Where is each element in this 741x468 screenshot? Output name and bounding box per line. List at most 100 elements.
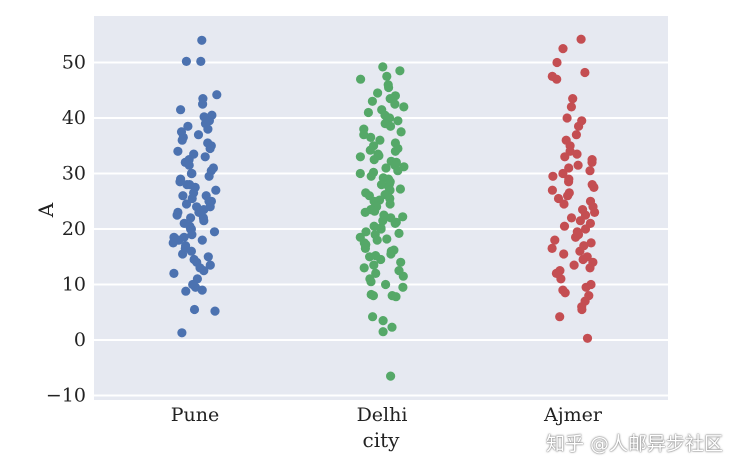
data-point-ajmer [586,238,596,248]
data-point-pune [181,286,191,296]
data-point-ajmer [563,191,573,201]
data-point-pune [176,105,186,115]
data-point-delhi [366,132,376,142]
data-point-delhi [376,224,386,234]
data-point-delhi [398,212,408,222]
data-point-ajmer [558,168,568,179]
data-point-delhi [363,107,373,118]
data-points [168,34,600,381]
data-point-ajmer [578,254,588,265]
data-point-delhi [396,257,406,267]
data-point-ajmer [550,235,560,245]
data-point-ajmer [571,130,582,140]
data-point-ajmer [568,94,578,104]
data-point-ajmer [560,288,570,298]
data-point-ajmer [585,166,595,176]
data-point-delhi [376,180,387,190]
data-point-ajmer [555,312,565,322]
data-point-delhi [381,163,391,173]
data-point-ajmer [556,274,566,284]
x-tick-labels: Pune Delhi Ajmer [171,404,603,426]
data-point-delhi [367,96,377,106]
data-point-delhi [375,135,385,145]
data-point-ajmer [582,333,593,343]
data-point-delhi [365,252,375,262]
data-point-delhi [382,234,392,244]
watermark: 知乎 @人邮异步社区 [545,433,723,455]
data-point-pune [204,171,214,181]
data-point-delhi [369,221,379,231]
data-point-pune [211,185,221,195]
data-point-pune [172,210,182,220]
data-point-ajmer [575,246,585,256]
data-point-delhi [368,291,378,301]
data-point-pune [199,266,209,276]
data-point-pune [200,152,210,162]
data-point-ajmer [589,182,599,192]
data-point-delhi [366,171,376,181]
data-point-delhi [395,184,405,194]
data-point-delhi [382,71,392,81]
data-point-pune [181,199,192,209]
data-point-pune [203,124,213,134]
x-axis-title: city [363,428,401,452]
data-point-delhi [390,99,400,109]
data-point-pune [177,135,187,145]
data-point-pune [197,235,207,245]
data-point-delhi [356,74,366,84]
data-point-ajmer [571,232,581,242]
data-point-delhi [381,279,391,290]
data-point-ajmer [580,67,590,78]
data-point-pune [187,193,197,204]
data-point-ajmer [590,207,600,217]
data-point-delhi [390,146,400,156]
data-point-delhi [393,116,403,126]
y-tick-label: 40 [62,107,86,129]
y-axis-title: A [34,202,58,218]
data-point-pune [198,99,208,109]
data-point-delhi [359,263,369,273]
x-tick-label: Pune [171,404,220,426]
x-tick-label: Delhi [357,404,408,426]
data-point-delhi [378,216,388,226]
data-point-pune [187,230,197,240]
data-point-delhi [384,82,394,93]
data-point-pune [199,216,209,226]
data-point-delhi [366,277,376,287]
data-point-pune [184,160,194,170]
data-point-pune [175,177,185,187]
data-point-pune [196,56,206,66]
data-point-delhi [371,268,381,278]
x-tick-label: Ajmer [543,404,603,426]
data-point-delhi [395,66,405,76]
data-point-ajmer [559,249,569,259]
data-point-pune [210,306,220,316]
data-point-ajmer [562,113,572,123]
data-point-delhi [355,152,365,162]
data-point-pune [186,246,196,256]
data-point-delhi [386,249,396,259]
data-point-ajmer [552,74,562,84]
data-point-delhi [368,312,378,322]
data-point-delhi [360,207,370,217]
data-point-delhi [393,166,403,176]
data-point-pune [168,238,178,248]
data-point-ajmer [574,121,584,131]
data-point-ajmer [576,34,586,44]
data-point-ajmer [552,57,562,68]
data-point-pune [186,213,196,223]
data-point-pune [197,285,207,295]
y-tick-label: 20 [62,218,86,240]
data-point-delhi [361,227,371,237]
data-point-delhi [378,62,388,72]
data-point-delhi [390,218,400,228]
data-point-pune [205,260,215,270]
data-point-delhi [372,235,382,245]
data-point-pune [187,168,197,179]
data-point-delhi [391,292,401,302]
data-point-pune [177,328,187,338]
data-point-delhi [385,121,396,131]
data-point-delhi [398,271,408,281]
y-tick-label: 30 [62,163,86,185]
data-point-ajmer [558,44,568,54]
